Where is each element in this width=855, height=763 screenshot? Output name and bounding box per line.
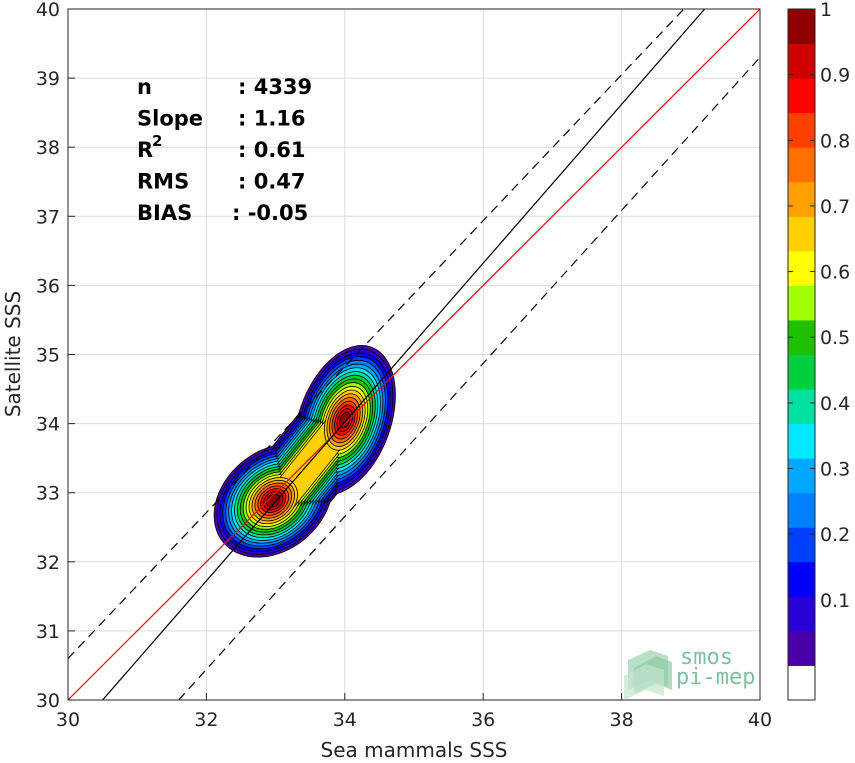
logo-text-pimep: pi-mep: [676, 665, 755, 690]
stat-key: R: [137, 138, 153, 162]
colorbar-swatch: [788, 354, 815, 390]
colorbar-swatch: [788, 216, 815, 252]
contour-blob-high: [339, 411, 351, 429]
colorbar-swatch: [788, 78, 815, 114]
stat-key: RMS: [137, 170, 189, 194]
y-axis-ticks: 30 31 32 33 34 35 36 37 38 39 40: [36, 0, 75, 712]
colorbar-tick-label: 1: [820, 0, 832, 21]
colorbar-swatch: [788, 423, 815, 459]
y-axis-label: Satellite SSS: [1, 291, 25, 417]
colorbar-swatch: [788, 9, 815, 45]
colorbar-tick-label: 0.9: [820, 65, 850, 87]
y-tick-label: 31: [36, 621, 60, 643]
x-axis-ticks: 30 32 34 36 38 40: [56, 693, 772, 731]
colorbar-swatch: [788, 561, 815, 597]
stat-value: : 0.47: [238, 170, 306, 194]
stat-value: : 1.16: [238, 107, 306, 131]
colorbar-swatch: [788, 596, 815, 632]
x-tick-label: 32: [194, 709, 218, 731]
y-tick-label: 33: [36, 483, 60, 505]
y-tick-label: 35: [36, 345, 60, 367]
x-tick-label: 30: [56, 709, 80, 731]
colorbar-tick-label: 0.7: [820, 196, 850, 218]
colorbar-swatch: [788, 492, 815, 528]
y-tick-label: 30: [36, 690, 60, 712]
colorbar-tick-label: 0.8: [820, 130, 850, 152]
colorbar-swatch: [788, 112, 815, 148]
density-contours: [213, 345, 396, 558]
stat-sup: 2: [152, 132, 162, 150]
y-tick-label: 37: [36, 206, 60, 228]
colorbar-tick-label: 0.2: [820, 524, 850, 546]
stat-value: : 0.61: [238, 138, 306, 162]
colorbar-tick-label: 0.4: [820, 393, 850, 415]
logo-text-smos: smos: [680, 645, 733, 670]
stat-value: : 4339: [238, 75, 312, 99]
x-tick-label: 34: [333, 709, 357, 731]
colorbar-swatch: [788, 250, 815, 286]
stats-box: n : 4339 Slope : 1.16 R2 : 0.61 RMS : 0.47 BIAS:…: [137, 75, 312, 225]
colorbar-swatch: [788, 389, 815, 425]
regression-line: [102, 9, 706, 700]
stat-key: BIAS: [137, 201, 192, 225]
x-axis-label: Sea mammals SSS: [321, 738, 508, 762]
colorbar-swatch: [788, 181, 815, 217]
colorbar-swatch: [788, 458, 815, 494]
colorbar: 0.1 0.2 0.3 0.4 0.5 0.6 0.7 0.8 0.9 1: [787, 0, 850, 701]
y-tick-label: 39: [36, 68, 60, 90]
colorbar-tick-label: 0.3: [820, 459, 850, 481]
identity-line: [68, 9, 760, 700]
reference-lines: [68, 9, 760, 700]
stat-value: : -0.05: [232, 201, 308, 225]
contour-level: [266, 411, 351, 508]
x-tick-label: 38: [610, 709, 634, 731]
colorbar-tick-label: 0.5: [820, 327, 850, 349]
colorbar-swatch: [788, 285, 815, 321]
y-tick-label: 34: [36, 414, 60, 436]
y-tick-label: 36: [36, 275, 60, 297]
y-tick-label: 38: [36, 137, 60, 159]
smos-pimep-logo: smos pi-mep: [624, 645, 755, 700]
y-tick-label: 40: [36, 0, 60, 21]
stat-key: n: [137, 75, 152, 99]
logo-icon: [624, 650, 672, 700]
x-tick-label: 40: [748, 709, 772, 731]
colorbar-tick-label: 0.1: [820, 590, 850, 612]
lower-bound-line: [178, 56, 760, 700]
y-tick-label: 32: [36, 552, 60, 574]
colorbar-swatch: [788, 630, 815, 666]
colorbar-frame: [787, 8, 816, 701]
colorbar-swatch: [788, 43, 815, 79]
colorbar-swatch: [788, 527, 815, 563]
contour-blob-low: [266, 493, 281, 508]
x-tick-label: 36: [471, 709, 495, 731]
colorbar-swatch: [788, 147, 815, 183]
colorbar-tick-label: 0.6: [820, 262, 850, 284]
stat-key: Slope: [137, 107, 203, 131]
colorbar-swatch: [788, 665, 815, 701]
